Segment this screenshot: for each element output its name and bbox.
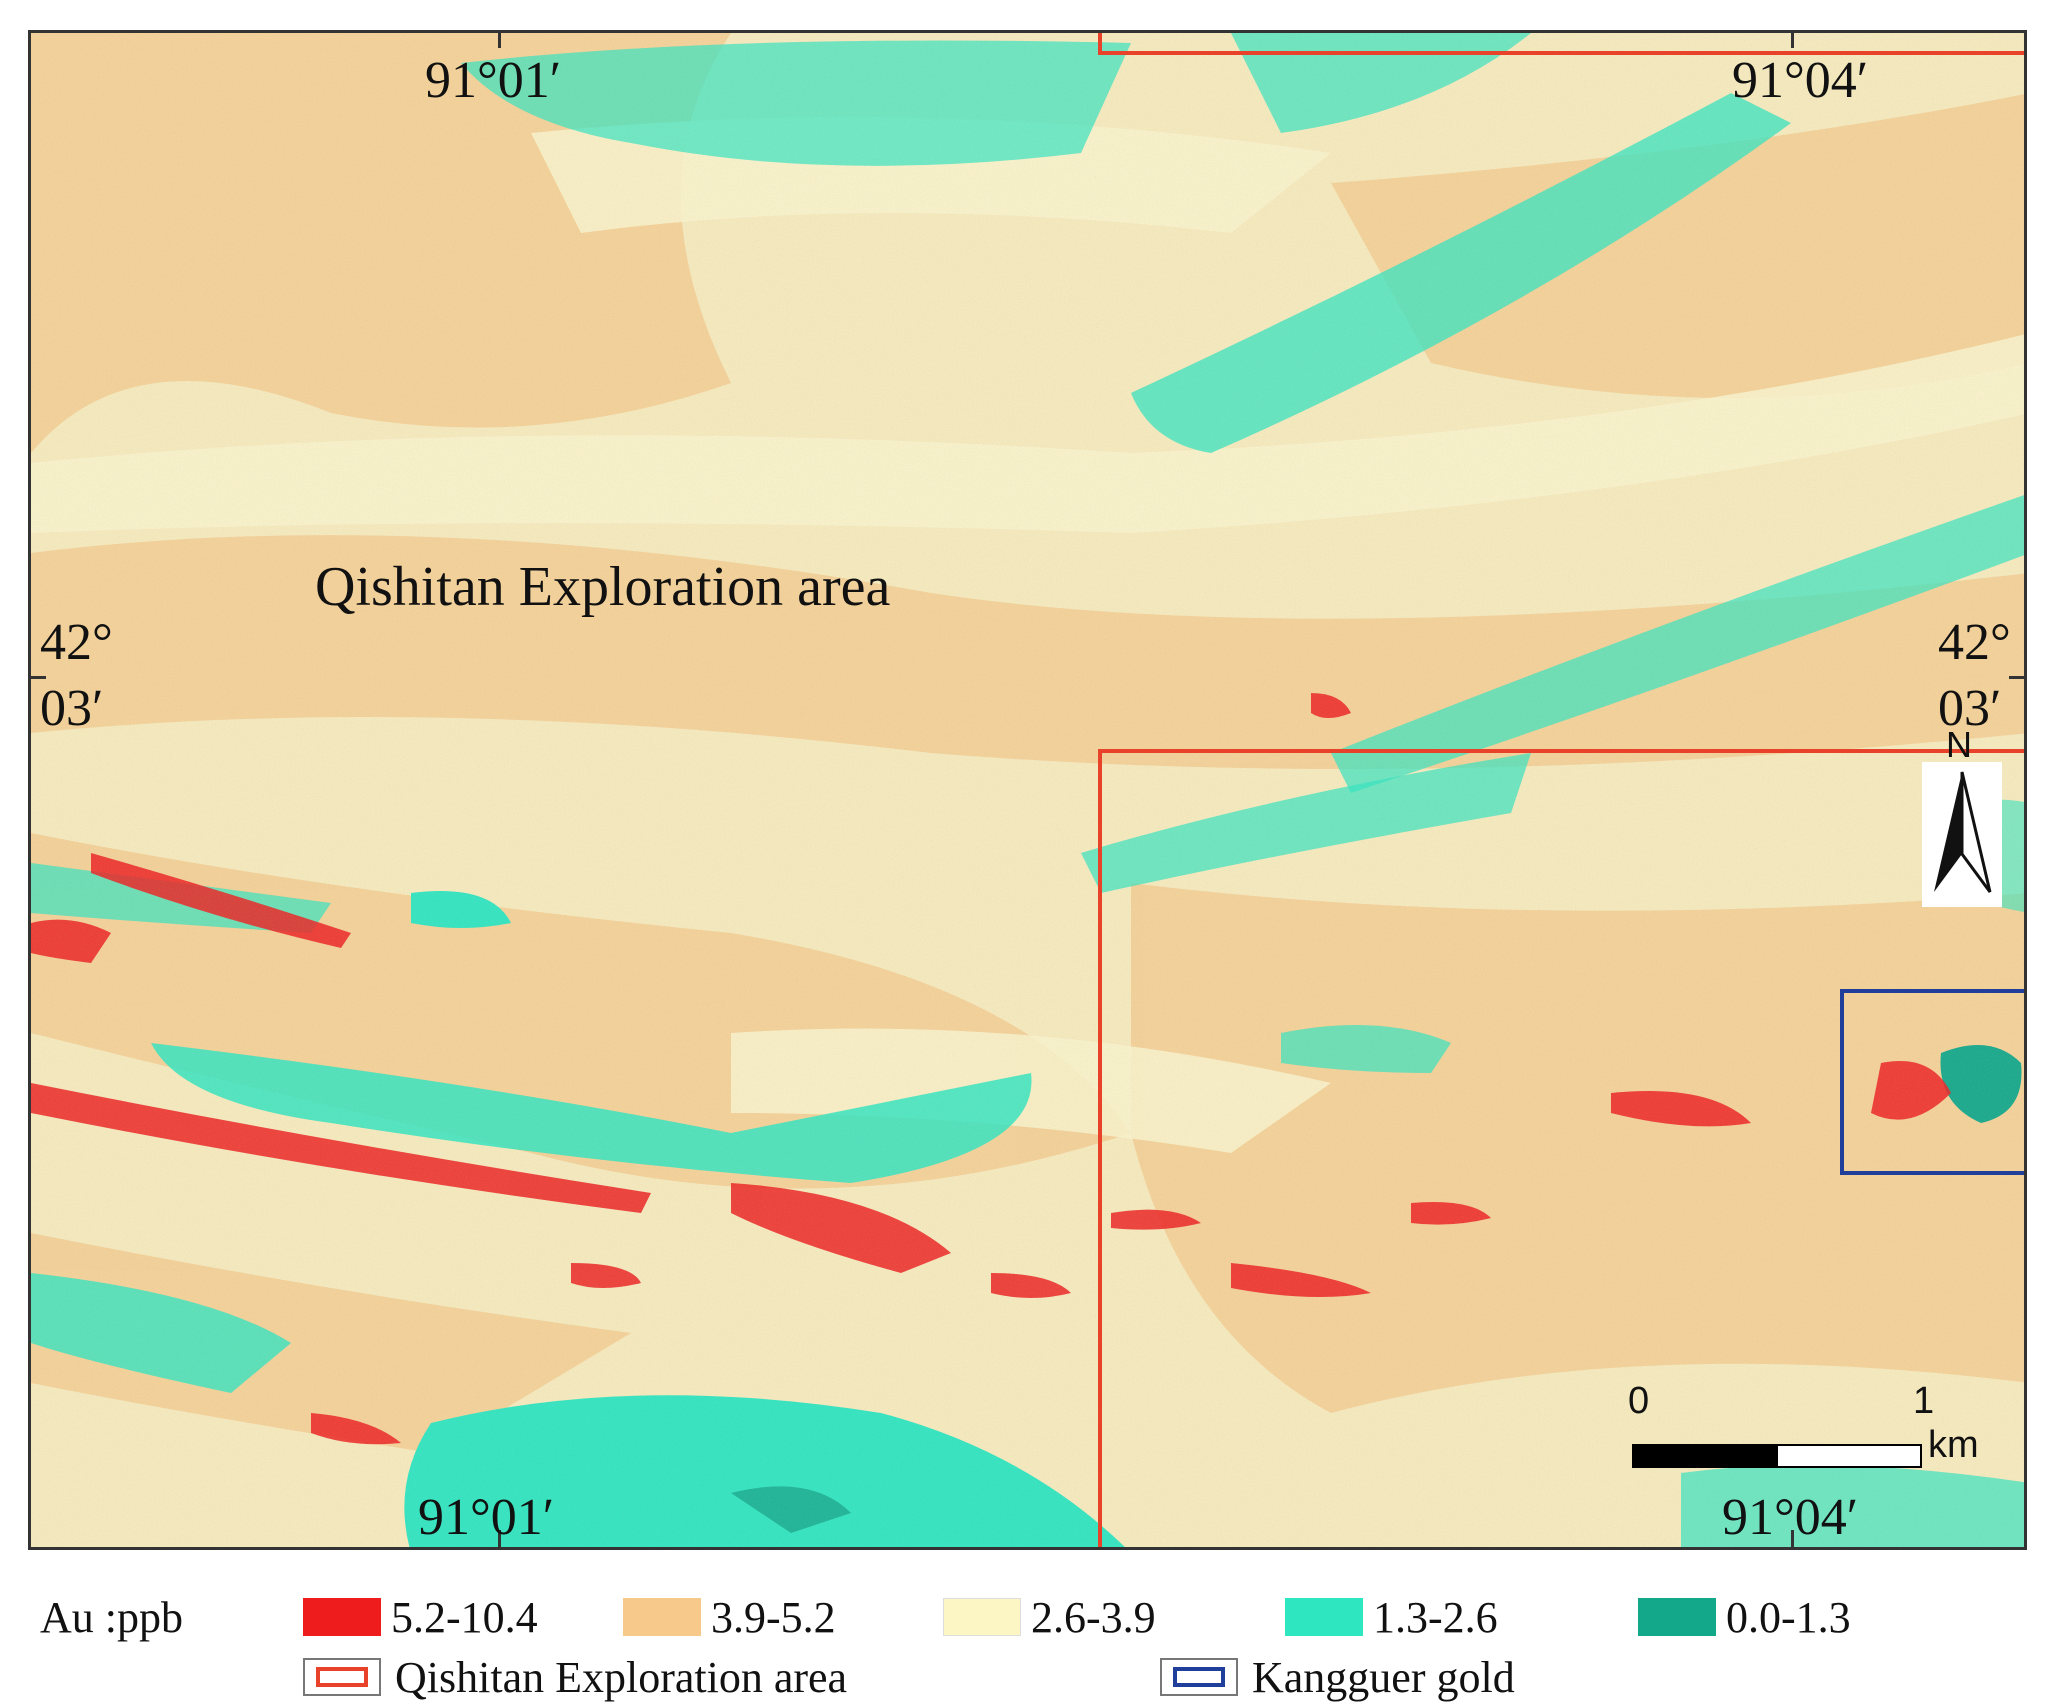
legend-label-5: 0.0-1.3 [1726, 1592, 1851, 1642]
kangguer-gold-border [1840, 989, 2024, 1175]
scale-end: 1 [1913, 1380, 1935, 1422]
tick-bottom-left [498, 1530, 501, 1550]
scale-bar-white [1776, 1444, 1922, 1468]
lat-left-degrees: 42° [40, 614, 113, 671]
legend-swatch-5 [1638, 1598, 1716, 1636]
north-arrow-icon [1922, 762, 2002, 907]
legend-class-1: 5.2-10.4 [303, 1592, 538, 1642]
map-frame [28, 30, 2027, 1550]
legend-title: Au :ppb [40, 1592, 183, 1642]
legend-swatch-4 [1285, 1598, 1363, 1636]
legend-class-3: 2.6-3.9 [943, 1592, 1156, 1642]
legend-class-5: 0.0-1.3 [1638, 1592, 1851, 1642]
lat-left-minutes: 03′ [40, 680, 104, 737]
legend-label-4: 1.3-2.6 [1373, 1592, 1498, 1642]
lat-right-minutes: 03′ [1938, 680, 2002, 737]
legend-gold: Kangguer gold [1160, 1652, 1515, 1702]
legend-class-4: 1.3-2.6 [1285, 1592, 1498, 1642]
legend-class-2: 3.9-5.2 [623, 1592, 836, 1642]
lat-label-right: 42° 03′ [1938, 610, 2011, 742]
lon-label-bottom-right: 91°04′ [1722, 1489, 1859, 1546]
legend-exploration-swatch [303, 1658, 381, 1696]
tick-top-right [1791, 30, 1794, 48]
north-label: N [1946, 724, 1972, 765]
legend-title-text: Au :ppb [40, 1592, 183, 1642]
lat-right-degrees: 42° [1938, 614, 2011, 671]
scale-bar-black [1632, 1444, 1778, 1468]
tick-bottom-right [1791, 1530, 1794, 1550]
tick-left-lat [28, 676, 46, 679]
scale-start: 0 [1628, 1380, 1650, 1422]
legend-gold-swatch-inner [1173, 1667, 1225, 1687]
lon-label-bottom-left: 91°01′ [418, 1489, 555, 1546]
legend-exploration-swatch-inner [316, 1667, 368, 1687]
legend-swatch-1 [303, 1598, 381, 1636]
tick-right-lat [2009, 676, 2027, 679]
legend-label-3: 2.6-3.9 [1031, 1592, 1156, 1642]
scale-unit: km [1928, 1424, 1979, 1466]
legend-label-2: 3.9-5.2 [711, 1592, 836, 1642]
legend-swatch-3 [943, 1598, 1021, 1636]
legend: Au :ppb 5.2-10.4 3.9-5.2 2.6-3.9 1.3-2.6… [0, 1560, 2054, 1702]
au-anomaly-raster [31, 33, 2024, 1547]
exploration-area-border-top [1098, 33, 2024, 55]
legend-exploration-label: Qishitan Exploration area [395, 1652, 848, 1702]
lon-label-top-right: 91°04′ [1732, 52, 1869, 109]
legend-swatch-2 [623, 1598, 701, 1636]
legend-gold-label: Kangguer gold [1252, 1652, 1515, 1702]
legend-exploration-area: Qishitan Exploration area [303, 1652, 847, 1702]
exploration-area-border-bottom [1098, 749, 2024, 1547]
tick-top-left [498, 30, 501, 48]
legend-gold-swatch [1160, 1658, 1238, 1696]
lon-label-top-left: 91°01′ [425, 52, 562, 109]
lat-label-left: 42° 03′ [40, 610, 113, 742]
scale-bar: 0 1 km [1608, 1380, 2028, 1500]
legend-label-1: 5.2-10.4 [391, 1592, 538, 1642]
exploration-area-label: Qishitan Exploration area [315, 556, 891, 618]
